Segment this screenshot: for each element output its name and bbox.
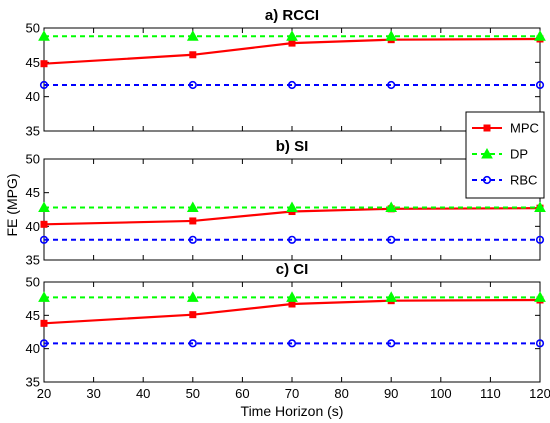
- legend-marker: [483, 124, 491, 132]
- y-tick-label: 35: [26, 375, 40, 390]
- y-tick-label: 50: [26, 152, 40, 167]
- data-point-dp: [286, 30, 298, 41]
- data-point-mpc: [40, 220, 48, 228]
- panel-2: b) SI 35 40 45 50: [26, 138, 546, 268]
- x-tick-label: 50: [186, 386, 200, 401]
- data-point-dp: [38, 291, 50, 302]
- legend-label: MPC: [510, 121, 539, 136]
- x-tick-label: 70: [285, 386, 299, 401]
- legend: MPC DP RBC: [465, 111, 545, 199]
- series-dp: [38, 30, 546, 41]
- data-point-rbc: [287, 80, 297, 90]
- legend-label: DP: [510, 147, 528, 162]
- data-point-dp: [534, 201, 546, 212]
- panel-title: a) RCCI: [265, 7, 319, 24]
- data-point-rbc: [535, 339, 545, 348]
- legend-marker: [482, 175, 492, 185]
- y-tick-label: 45: [26, 308, 40, 323]
- series-rbc: [39, 80, 545, 90]
- panel-3: c) CI 35 40 45 50 20 30 40 50 60 70 80 90 100 110 120: [26, 261, 550, 401]
- data-point-dp: [534, 291, 546, 302]
- y-tick-label: 45: [26, 55, 40, 70]
- data-point-rbc: [535, 80, 545, 90]
- x-tick-label: 120: [529, 386, 550, 401]
- legend-label: RBC: [510, 173, 537, 188]
- x-tick-label: 80: [334, 386, 348, 401]
- x-tick-label: 90: [384, 386, 398, 401]
- x-tick-label: 30: [86, 386, 100, 401]
- data-point-dp: [38, 201, 50, 212]
- x-tick-label: 40: [136, 386, 150, 401]
- y-tick-label: 45: [26, 185, 40, 200]
- x-tick-label: 100: [430, 386, 452, 401]
- y-tick-label: 50: [26, 21, 40, 36]
- x-axis-label: Time Horizon (s): [241, 403, 344, 419]
- y-axis-label: FE (MPG): [4, 174, 20, 237]
- data-point-mpc: [189, 51, 197, 59]
- y-tick-label: 35: [26, 124, 40, 139]
- data-point-dp: [186, 291, 199, 302]
- data-point-mpc: [40, 319, 48, 327]
- y-tick-label: 40: [26, 89, 40, 104]
- data-point-rbc: [188, 339, 197, 348]
- panel-title: c) CI: [276, 261, 309, 278]
- y-tick-label: 35: [26, 253, 40, 268]
- data-point-rbc: [39, 235, 49, 244]
- legend-box: [465, 111, 545, 199]
- data-point-dp: [534, 30, 546, 41]
- data-point-dp: [385, 291, 398, 302]
- data-point-rbc: [188, 235, 197, 244]
- data-point-dp: [385, 201, 398, 212]
- data-point-mpc: [288, 39, 296, 47]
- series-dp: [38, 291, 546, 302]
- panel-1: a) RCCI 35 40 45 50: [26, 7, 546, 139]
- data-point-rbc: [387, 235, 396, 244]
- series-dp: [38, 201, 546, 212]
- data-point-mpc: [288, 300, 296, 308]
- legend-marker: [481, 147, 493, 159]
- data-point-dp: [286, 201, 298, 212]
- plot-frame: [43, 27, 541, 132]
- data-point-rbc: [39, 339, 49, 348]
- data-point-dp: [186, 201, 199, 212]
- data-point-rbc: [287, 235, 297, 244]
- panel-title: b) SI: [276, 138, 309, 155]
- data-point-rbc: [287, 339, 297, 348]
- x-tick-label: 20: [37, 386, 51, 401]
- data-point-mpc: [189, 311, 197, 319]
- data-point-dp: [38, 30, 50, 41]
- x-tick-label: 110: [480, 386, 501, 401]
- y-tick-label: 40: [26, 341, 40, 356]
- data-point-mpc: [189, 217, 197, 225]
- data-point-rbc: [387, 339, 396, 348]
- series-rbc: [39, 235, 545, 244]
- data-point-dp: [186, 30, 199, 41]
- data-point-dp: [286, 291, 298, 302]
- data-point-rbc: [39, 80, 49, 90]
- data-point-rbc: [535, 235, 545, 244]
- data-point-rbc: [188, 80, 197, 90]
- series-rbc: [39, 339, 545, 348]
- x-tick-label: 60: [235, 386, 249, 401]
- y-tick-label: 50: [26, 275, 40, 290]
- data-point-mpc: [40, 60, 48, 68]
- data-point-rbc: [387, 80, 396, 90]
- data-point-dp: [385, 30, 398, 41]
- y-tick-label: 40: [26, 219, 40, 234]
